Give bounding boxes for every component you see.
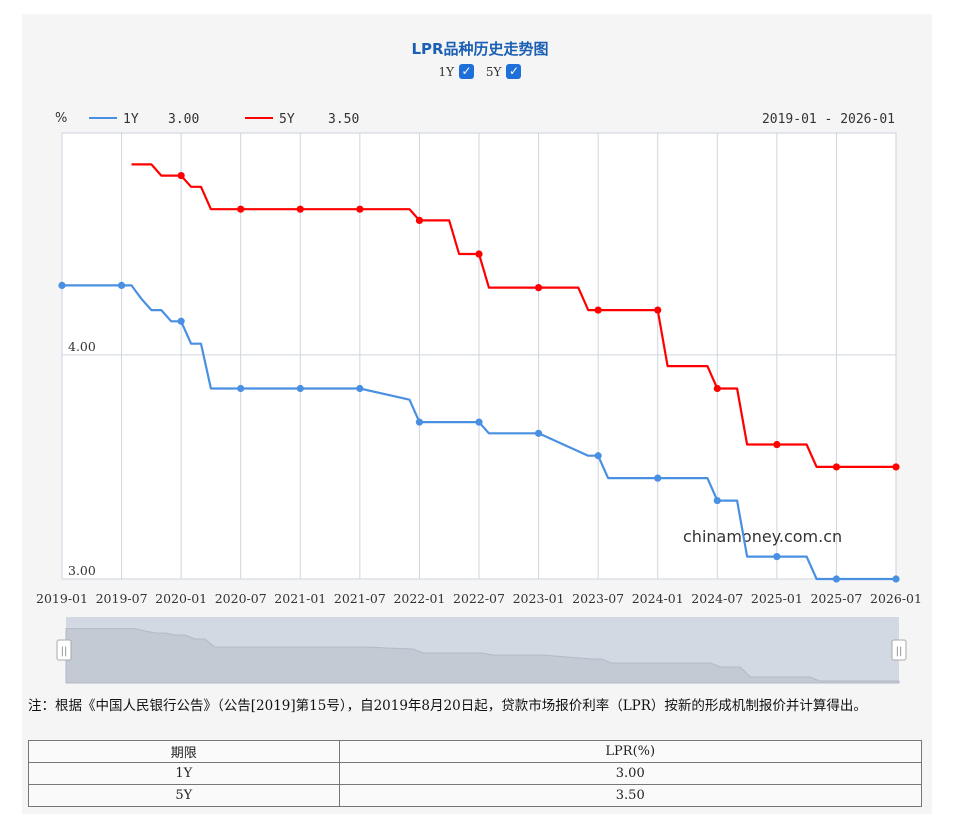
watermark: chinamoney.com.cn [683, 527, 842, 546]
data-point-5y[interactable] [356, 205, 364, 213]
zoom-right-handle[interactable] [891, 639, 907, 661]
lpr-line-chart: % 1Y 3.00 5Y 3.50 2019-01 - 2026-01 3.00… [36, 111, 922, 684]
data-point-1y[interactable] [475, 418, 483, 426]
data-point-1y[interactable] [356, 384, 364, 393]
data-point-1y[interactable] [832, 575, 841, 583]
data-point-5y[interactable] [594, 306, 602, 314]
table-cell-term: 1Y [28, 762, 340, 785]
x-tick-label: 2021-01 [274, 591, 326, 606]
x-tick-label: 2019-07 [96, 591, 148, 606]
chart-title: LPR品种历史走势图 [411, 40, 549, 58]
data-point-1y[interactable] [713, 496, 721, 505]
legend-1y-value: 3.00 [168, 112, 199, 127]
series-markers [58, 171, 900, 583]
data-point-1y[interactable] [654, 474, 662, 482]
data-point-5y[interactable] [475, 250, 483, 258]
data-point-1y[interactable] [237, 384, 245, 393]
checkbox-1y-icon[interactable]: ✓ [459, 64, 475, 79]
x-tick-label: 2020-01 [155, 591, 207, 606]
data-point-5y[interactable] [415, 216, 424, 225]
x-axis-ticks: 2019-01 2019-07 2020-01 2020-07 2021-01 2021-… [36, 591, 922, 606]
checkbox-5y-icon[interactable]: ✓ [506, 64, 522, 79]
data-point-1y[interactable] [415, 418, 424, 426]
data-point-1y[interactable] [892, 575, 900, 583]
lpr-table: 期限 LPR(%) 1Y 3.00 5Y 3.50 [28, 740, 923, 807]
legend-5y-name[interactable]: 5Y [279, 112, 295, 127]
data-point-1y[interactable] [534, 429, 543, 437]
y-tick-label: 4.00 [68, 339, 96, 354]
toggle-1y[interactable]: 1Y ✓ [439, 64, 475, 79]
table-row: 5Y 3.50 [28, 784, 923, 807]
legend-1y-name[interactable]: 1Y [123, 112, 139, 127]
x-tick-label: 2026-01 [870, 591, 922, 606]
data-point-5y[interactable] [237, 205, 245, 213]
y-tick-label: 3.00 [68, 563, 96, 578]
legend-5y-value: 3.50 [328, 112, 359, 127]
y-unit-label: % [55, 111, 67, 126]
table-header-lpr: LPR(%) [338, 740, 923, 763]
series-toggles: 1Y ✓ 5Y ✓ [0, 64, 960, 79]
data-point-5y[interactable] [177, 171, 185, 180]
data-point-1y[interactable] [773, 552, 781, 561]
x-tick-label: 2020-07 [215, 591, 267, 606]
data-point-1y[interactable] [594, 452, 602, 460]
zoom-left-handle[interactable] [56, 639, 72, 661]
x-tick-label: 2022-01 [393, 591, 445, 606]
data-point-5y[interactable] [296, 205, 304, 213]
data-point-5y[interactable] [654, 306, 662, 314]
x-tick-label: 2025-01 [751, 591, 803, 606]
y-axis-ticks: 3.00 4.00 [68, 339, 96, 578]
data-point-5y[interactable] [892, 463, 900, 471]
table-cell-rate: 3.50 [338, 784, 923, 807]
x-tick-label: 2025-07 [810, 591, 862, 606]
series-line-5y[interactable] [131, 163, 897, 468]
data-point-5y[interactable] [534, 284, 543, 292]
footnote: 注：根据《中国人民银行公告》（公告[2019]第15号），自2019年8月20日… [28, 698, 867, 714]
zoom-left-handle-grip-icon: || [61, 646, 68, 657]
date-range-label: 2019-01 - 2026-01 [762, 112, 895, 127]
toggle-1y-label: 1Y [438, 64, 455, 79]
x-tick-label: 2023-07 [572, 591, 624, 606]
zoom-slider-preview [65, 628, 900, 684]
table-row: 1Y 3.00 [28, 762, 923, 785]
x-tick-label: 2024-01 [632, 591, 684, 606]
data-point-5y[interactable] [773, 440, 781, 449]
data-point-1y[interactable] [296, 384, 304, 393]
x-tick-label: 2024-07 [691, 591, 743, 606]
table-header-term: 期限 [28, 740, 340, 763]
toggle-5y[interactable]: 5Y ✓ [486, 64, 522, 79]
table-cell-term: 5Y [28, 784, 340, 807]
x-tick-label: 2021-07 [334, 591, 386, 606]
x-tick-label: 2023-01 [513, 591, 565, 606]
x-tick-label: 2022-07 [453, 591, 505, 606]
data-point-1y[interactable] [58, 281, 66, 290]
data-point-1y[interactable] [177, 317, 185, 325]
data-point-1y[interactable] [117, 281, 126, 290]
table-cell-rate: 3.00 [338, 762, 923, 785]
data-point-5y[interactable] [713, 384, 721, 393]
table-header-row: 期限 LPR(%) [28, 740, 923, 763]
grid-lines [62, 133, 896, 580]
x-tick-label: 2019-01 [36, 591, 88, 606]
zoom-right-handle-grip-icon: || [896, 646, 903, 657]
data-point-5y[interactable] [832, 463, 841, 471]
toggle-5y-label: 5Y [485, 64, 502, 79]
